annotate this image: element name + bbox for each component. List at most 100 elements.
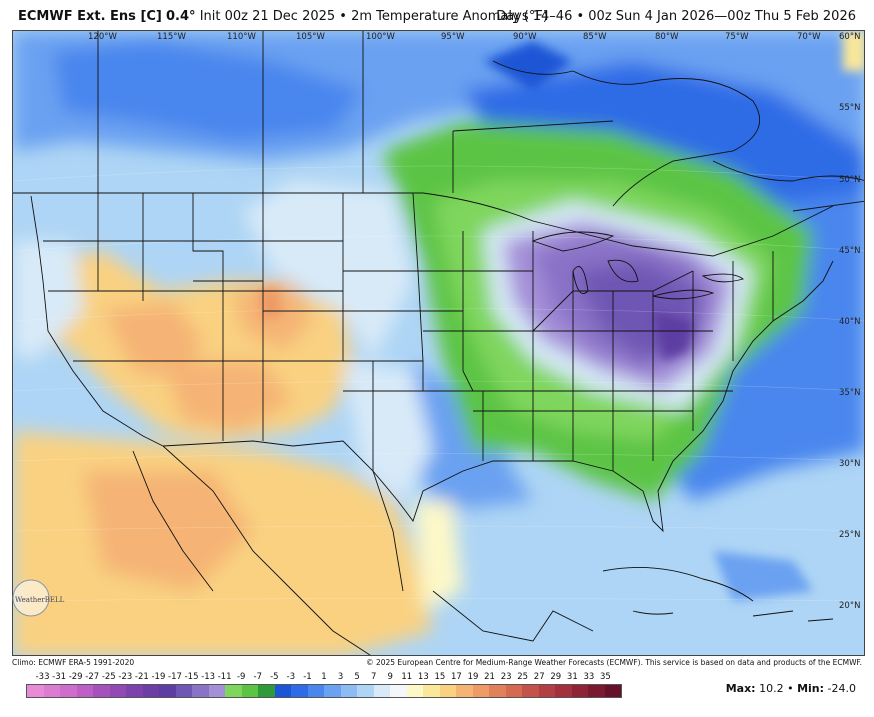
- lon-label: 85°W: [583, 32, 607, 42]
- model-name: ECMWF Ext. Ens [C]: [18, 9, 162, 24]
- scale-label: -1: [303, 672, 312, 682]
- lat-label: 30°N: [839, 459, 860, 469]
- color-scale: -33 -31 -29 -27 -25 -23 -21 -19 -17 -15 -13 -11 -9 -7…: [0, 670, 874, 700]
- scale-label: 7: [370, 672, 377, 682]
- scale-swatch: [588, 685, 605, 697]
- climo-note: Climo: ECMWF ERA-5 1991-2020: [12, 658, 135, 667]
- scale-label: 11: [401, 672, 413, 682]
- min-label: Min:: [797, 682, 825, 695]
- copyright-note: © 2025 European Centre for Medium-Range …: [366, 658, 862, 667]
- scale-label: 27: [533, 672, 545, 682]
- scale-swatch: [208, 685, 225, 697]
- map-title: ECMWF Ext. Ens [C] 0.4° Init 00z 21 Dec …: [18, 9, 548, 24]
- lat-label: 60°N: [839, 32, 860, 42]
- scale-label: 15: [434, 672, 446, 682]
- scale-label: 21: [484, 672, 495, 682]
- lon-label: 105°W: [296, 32, 325, 42]
- scale-label: -17: [168, 672, 182, 682]
- lon-label: 70°W: [797, 32, 821, 42]
- scale-label: -9: [236, 672, 246, 682]
- scale-label: 29: [550, 672, 562, 682]
- scale-swatch: [571, 685, 588, 697]
- scale-label: -15: [184, 672, 199, 682]
- scale-label: -29: [68, 672, 83, 682]
- logo-text: WeatherBELL: [15, 596, 65, 604]
- scale-swatch: [555, 685, 572, 697]
- scale-swatch: [324, 685, 341, 697]
- map-panel: 120°W 115°W 110°W 105°W 100°W 95°W 90°W …: [12, 30, 865, 656]
- scale-swatch: [456, 685, 473, 697]
- scale-swatch: [274, 685, 291, 697]
- latitude-labels: 60°N 55°N 50°N 45°N 40°N 35°N 30°N 25°N …: [839, 32, 860, 611]
- scale-swatch: [538, 685, 555, 697]
- scale-swatch: [175, 685, 192, 697]
- scale-label: 5: [354, 672, 360, 682]
- scale-label: 31: [566, 672, 578, 682]
- longitude-labels: 120°W 115°W 110°W 105°W 100°W 95°W 90°W …: [88, 32, 821, 42]
- lat-label: 35°N: [839, 388, 860, 398]
- lon-label: 75°W: [725, 32, 749, 42]
- lon-label: 95°W: [441, 32, 465, 42]
- scale-swatch: [109, 685, 126, 697]
- scale-label: 23: [500, 672, 512, 682]
- title-bar: ECMWF Ext. Ens [C] 0.4° Init 00z 21 Dec …: [0, 0, 874, 30]
- scale-swatch: [241, 685, 258, 697]
- lon-label: 80°W: [655, 32, 679, 42]
- lat-label: 25°N: [839, 530, 860, 540]
- state-borders: [13, 31, 864, 655]
- scale-label: 19: [467, 672, 479, 682]
- scale-swatch: [142, 685, 159, 697]
- lon-label: 90°W: [513, 32, 537, 42]
- scale-swatch: [27, 685, 44, 697]
- scale-label: -11: [217, 672, 232, 682]
- scale-label: -19: [151, 672, 166, 682]
- lon-label: 110°W: [227, 32, 256, 42]
- scale-swatch: [522, 685, 539, 697]
- scale-bar: [26, 684, 622, 698]
- title-separator: •: [339, 9, 347, 24]
- init-time: Init 00z 21 Dec 2025: [199, 9, 336, 24]
- scale-label: 33: [583, 672, 595, 682]
- scale-swatch: [43, 685, 60, 697]
- scale-swatch: [291, 685, 308, 697]
- model-resolution: 0.4°: [166, 9, 196, 24]
- scale-label: -21: [134, 672, 149, 682]
- min-value: -24.0: [827, 682, 856, 695]
- scale-swatch: [373, 685, 390, 697]
- scale-swatch: [192, 685, 209, 697]
- scale-swatch: [472, 685, 489, 697]
- scale-label: -3: [286, 672, 296, 682]
- lat-label: 45°N: [839, 246, 860, 256]
- max-label: Max:: [725, 682, 756, 695]
- anomaly-map: 120°W 115°W 110°W 105°W 100°W 95°W 90°W …: [13, 31, 864, 655]
- lon-label: 120°W: [88, 32, 117, 42]
- lat-label: 50°N: [839, 175, 860, 185]
- scale-swatch: [439, 685, 456, 697]
- max-value: 10.2: [759, 682, 784, 695]
- scale-label: 9: [387, 672, 393, 682]
- scale-swatch: [390, 685, 407, 697]
- scale-label: -23: [118, 672, 133, 682]
- lat-label: 55°N: [839, 103, 860, 113]
- anomaly-detail: [258, 31, 864, 601]
- lon-label: 100°W: [366, 32, 395, 42]
- scale-swatch: [159, 685, 176, 697]
- valid-period: Days 14–46 • 00z Sun 4 Jan 2026—00z Thu …: [496, 9, 856, 24]
- scale-swatch: [126, 685, 143, 697]
- scale-swatch: [357, 685, 374, 697]
- scale-label: -5: [270, 672, 279, 682]
- lat-label: 20°N: [839, 601, 860, 611]
- scale-label: -13: [201, 672, 216, 682]
- lat-label: 40°N: [839, 317, 860, 327]
- scale-label: 13: [417, 672, 429, 682]
- scale-label: 35: [600, 672, 611, 682]
- scale-swatch: [60, 685, 77, 697]
- variable-name: 2m Temperature Anomaly (°F): [351, 9, 548, 24]
- scale-label: -7: [253, 672, 263, 682]
- scale-label: 3: [337, 672, 344, 682]
- anomaly-field: [13, 31, 864, 655]
- lon-label: 115°W: [157, 32, 186, 42]
- scale-label: -31: [52, 672, 67, 682]
- max-min: Max: 10.2 • Min: -24.0: [726, 682, 856, 695]
- scale-swatch: [225, 685, 242, 697]
